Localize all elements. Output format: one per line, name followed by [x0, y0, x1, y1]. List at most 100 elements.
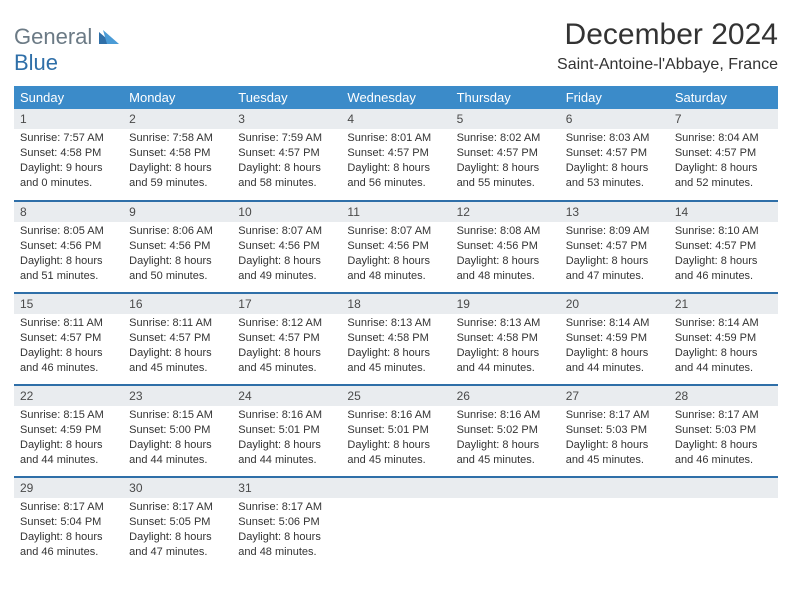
sunrise-text: Sunrise: 8:16 AM: [238, 408, 335, 423]
day-body: Sunrise: 8:07 AMSunset: 4:56 PMDaylight:…: [341, 222, 450, 287]
sunrise-text: Sunrise: 7:57 AM: [20, 131, 117, 146]
day-header-friday: Friday: [560, 86, 669, 109]
day-number: 19: [451, 294, 560, 314]
day-number: 3: [232, 109, 341, 129]
day-number: 7: [669, 109, 778, 129]
sunrise-text: Sunrise: 8:09 AM: [566, 224, 663, 239]
day-body: Sunrise: 8:14 AMSunset: 4:59 PMDaylight:…: [560, 314, 669, 379]
day-body: Sunrise: 8:17 AMSunset: 5:03 PMDaylight:…: [560, 406, 669, 471]
day-body: Sunrise: 8:17 AMSunset: 5:05 PMDaylight:…: [123, 498, 232, 563]
sunrise-text: Sunrise: 8:07 AM: [347, 224, 444, 239]
day-cell: 5Sunrise: 8:02 AMSunset: 4:57 PMDaylight…: [451, 109, 560, 201]
day-number: 9: [123, 202, 232, 222]
day-number: [560, 478, 669, 498]
day-body: Sunrise: 8:15 AMSunset: 5:00 PMDaylight:…: [123, 406, 232, 471]
sunrise-text: Sunrise: 8:01 AM: [347, 131, 444, 146]
day-body: Sunrise: 8:17 AMSunset: 5:04 PMDaylight:…: [14, 498, 123, 563]
day-cell: 3Sunrise: 7:59 AMSunset: 4:57 PMDaylight…: [232, 109, 341, 201]
day-body: [341, 498, 450, 558]
week-row: 1Sunrise: 7:57 AMSunset: 4:58 PMDaylight…: [14, 109, 778, 201]
day-header-thursday: Thursday: [451, 86, 560, 109]
day-number: 29: [14, 478, 123, 498]
sunset-text: Sunset: 4:57 PM: [566, 146, 663, 161]
day-number: 20: [560, 294, 669, 314]
sunset-text: Sunset: 4:57 PM: [457, 146, 554, 161]
logo-text-blue: Blue: [14, 50, 58, 75]
sunset-text: Sunset: 4:57 PM: [238, 331, 335, 346]
day-cell: 8Sunrise: 8:05 AMSunset: 4:56 PMDaylight…: [14, 201, 123, 293]
day-number: 22: [14, 386, 123, 406]
day-number: 25: [341, 386, 450, 406]
sunset-text: Sunset: 4:56 PM: [347, 239, 444, 254]
sunrise-text: Sunrise: 8:11 AM: [20, 316, 117, 331]
daylight-text: Daylight: 8 hours and 48 minutes.: [347, 254, 444, 284]
day-body: Sunrise: 8:14 AMSunset: 4:59 PMDaylight:…: [669, 314, 778, 379]
day-body: Sunrise: 8:11 AMSunset: 4:57 PMDaylight:…: [123, 314, 232, 379]
sunrise-text: Sunrise: 8:17 AM: [20, 500, 117, 515]
sunset-text: Sunset: 5:03 PM: [566, 423, 663, 438]
week-row: 8Sunrise: 8:05 AMSunset: 4:56 PMDaylight…: [14, 201, 778, 293]
day-number: 8: [14, 202, 123, 222]
daylight-text: Daylight: 8 hours and 44 minutes.: [566, 346, 663, 376]
daylight-text: Daylight: 8 hours and 46 minutes.: [675, 438, 772, 468]
day-cell: 18Sunrise: 8:13 AMSunset: 4:58 PMDayligh…: [341, 293, 450, 385]
day-body: Sunrise: 7:57 AMSunset: 4:58 PMDaylight:…: [14, 129, 123, 194]
sunrise-text: Sunrise: 7:59 AM: [238, 131, 335, 146]
sunrise-text: Sunrise: 7:58 AM: [129, 131, 226, 146]
day-number: 1: [14, 109, 123, 129]
day-body: Sunrise: 8:08 AMSunset: 4:56 PMDaylight:…: [451, 222, 560, 287]
day-cell: 23Sunrise: 8:15 AMSunset: 5:00 PMDayligh…: [123, 385, 232, 477]
sunset-text: Sunset: 4:58 PM: [347, 331, 444, 346]
sunrise-text: Sunrise: 8:12 AM: [238, 316, 335, 331]
sunset-text: Sunset: 5:03 PM: [675, 423, 772, 438]
sunrise-text: Sunrise: 8:17 AM: [238, 500, 335, 515]
day-number: 21: [669, 294, 778, 314]
daylight-text: Daylight: 8 hours and 44 minutes.: [238, 438, 335, 468]
daylight-text: Daylight: 8 hours and 59 minutes.: [129, 161, 226, 191]
daylight-text: Daylight: 8 hours and 53 minutes.: [566, 161, 663, 191]
day-header-row: SundayMondayTuesdayWednesdayThursdayFrid…: [14, 86, 778, 109]
sunset-text: Sunset: 4:59 PM: [20, 423, 117, 438]
day-cell: 15Sunrise: 8:11 AMSunset: 4:57 PMDayligh…: [14, 293, 123, 385]
sunrise-text: Sunrise: 8:02 AM: [457, 131, 554, 146]
day-body: Sunrise: 8:10 AMSunset: 4:57 PMDaylight:…: [669, 222, 778, 287]
sunrise-text: Sunrise: 8:16 AM: [347, 408, 444, 423]
day-body: Sunrise: 7:59 AMSunset: 4:57 PMDaylight:…: [232, 129, 341, 194]
day-number: [451, 478, 560, 498]
day-cell: 28Sunrise: 8:17 AMSunset: 5:03 PMDayligh…: [669, 385, 778, 477]
sunset-text: Sunset: 4:57 PM: [20, 331, 117, 346]
logo-text-block: General Blue: [14, 24, 121, 76]
day-header-saturday: Saturday: [669, 86, 778, 109]
day-body: Sunrise: 8:17 AMSunset: 5:03 PMDaylight:…: [669, 406, 778, 471]
sunset-text: Sunset: 4:57 PM: [675, 239, 772, 254]
sunset-text: Sunset: 5:02 PM: [457, 423, 554, 438]
day-body: Sunrise: 8:17 AMSunset: 5:06 PMDaylight:…: [232, 498, 341, 563]
daylight-text: Daylight: 8 hours and 50 minutes.: [129, 254, 226, 284]
sunrise-text: Sunrise: 8:13 AM: [457, 316, 554, 331]
week-row: 29Sunrise: 8:17 AMSunset: 5:04 PMDayligh…: [14, 477, 778, 569]
day-cell: 29Sunrise: 8:17 AMSunset: 5:04 PMDayligh…: [14, 477, 123, 569]
day-cell: 9Sunrise: 8:06 AMSunset: 4:56 PMDaylight…: [123, 201, 232, 293]
sunset-text: Sunset: 4:56 PM: [238, 239, 335, 254]
sunset-text: Sunset: 4:57 PM: [238, 146, 335, 161]
daylight-text: Daylight: 8 hours and 46 minutes.: [20, 530, 117, 560]
daylight-text: Daylight: 8 hours and 48 minutes.: [457, 254, 554, 284]
day-number: 12: [451, 202, 560, 222]
daylight-text: Daylight: 8 hours and 45 minutes.: [457, 438, 554, 468]
day-cell: 25Sunrise: 8:16 AMSunset: 5:01 PMDayligh…: [341, 385, 450, 477]
sunset-text: Sunset: 5:04 PM: [20, 515, 117, 530]
sunrise-text: Sunrise: 8:07 AM: [238, 224, 335, 239]
day-cell: 16Sunrise: 8:11 AMSunset: 4:57 PMDayligh…: [123, 293, 232, 385]
sunrise-text: Sunrise: 8:10 AM: [675, 224, 772, 239]
sunset-text: Sunset: 4:57 PM: [566, 239, 663, 254]
sunset-text: Sunset: 4:57 PM: [347, 146, 444, 161]
daylight-text: Daylight: 8 hours and 56 minutes.: [347, 161, 444, 191]
daylight-text: Daylight: 9 hours and 0 minutes.: [20, 161, 117, 191]
day-cell: 11Sunrise: 8:07 AMSunset: 4:56 PMDayligh…: [341, 201, 450, 293]
sunrise-text: Sunrise: 8:08 AM: [457, 224, 554, 239]
day-cell: 7Sunrise: 8:04 AMSunset: 4:57 PMDaylight…: [669, 109, 778, 201]
day-number: [341, 478, 450, 498]
day-number: 23: [123, 386, 232, 406]
daylight-text: Daylight: 8 hours and 45 minutes.: [566, 438, 663, 468]
sunset-text: Sunset: 5:01 PM: [238, 423, 335, 438]
